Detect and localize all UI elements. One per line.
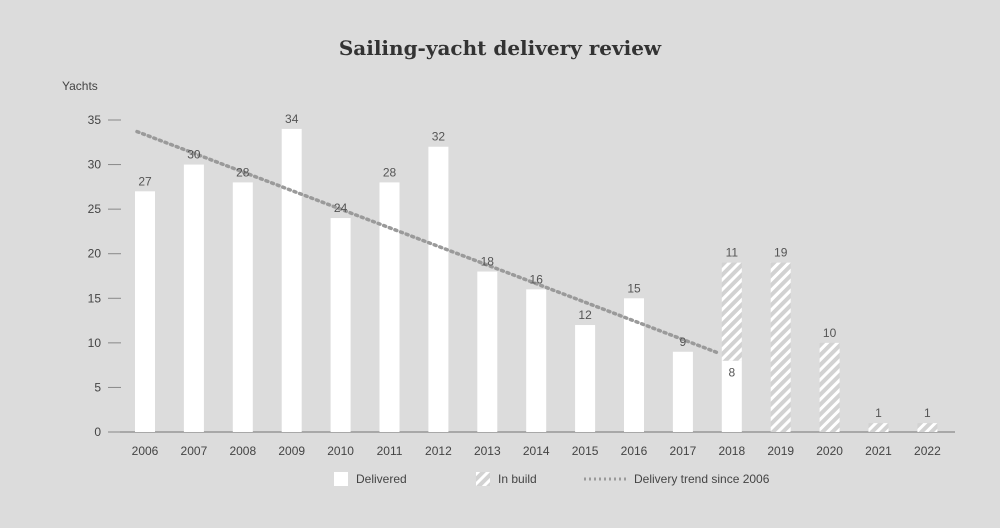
bar-delivered	[575, 325, 596, 432]
data-label-delivered: 15	[627, 281, 641, 295]
bar-in-build	[819, 342, 840, 432]
data-label-delivered: 30	[187, 148, 201, 162]
y-tick-label: 15	[88, 291, 102, 305]
data-label-in-build: 11	[726, 246, 739, 260]
data-label-delivered: 28	[236, 165, 250, 179]
data-label-delivered: 16	[530, 272, 544, 286]
bar-delivered	[379, 182, 400, 432]
data-label-in-build: 19	[774, 246, 788, 260]
bar-in-build	[917, 423, 938, 432]
data-label-delivered: 8	[728, 366, 735, 380]
y-tick-label: 20	[88, 247, 102, 261]
x-tick-label: 2022	[914, 444, 941, 458]
legend-swatch-in-build	[476, 472, 490, 486]
bar-delivered	[281, 128, 302, 432]
bar-delivered	[183, 164, 204, 433]
bar-delivered	[721, 360, 742, 432]
legend-label-trend: Delivery trend since 2006	[634, 472, 770, 486]
x-tick-label: 2009	[278, 444, 305, 458]
x-tick-label: 2021	[865, 444, 892, 458]
data-label-delivered: 9	[680, 335, 687, 349]
data-label-in-build: 1	[875, 406, 882, 420]
bar-delivered	[624, 298, 644, 432]
bar-in-build	[721, 262, 742, 361]
data-label-delivered: 34	[285, 112, 299, 126]
legend: Delivered In build Delivery trend since …	[0, 472, 1000, 492]
legend-label-in-build: In build	[498, 472, 537, 486]
chart-title: Sailing-yacht delivery review	[338, 36, 662, 60]
x-tick-label: 2016	[621, 444, 648, 458]
y-tick-label: 25	[88, 202, 102, 216]
x-tick-label: 2018	[718, 444, 745, 458]
data-label-delivered: 18	[481, 255, 495, 269]
data-label-delivered: 28	[383, 165, 397, 179]
x-tick-label: 2007	[181, 444, 208, 458]
legend-label-delivered: Delivered	[356, 472, 407, 486]
y-tick-label: 35	[88, 113, 102, 127]
bar-delivered	[428, 146, 449, 432]
data-label-delivered: 24	[334, 201, 348, 215]
x-tick-label: 2019	[767, 444, 794, 458]
y-axis-label: Yachts	[62, 79, 98, 93]
legend-swatch-trend	[584, 477, 626, 481]
bar-in-build	[868, 423, 889, 432]
legend-item-in-build: In build	[476, 472, 537, 486]
legend-item-trend: Delivery trend since 2006	[584, 472, 769, 486]
bar-in-build	[770, 262, 791, 432]
x-tick-label: 2014	[523, 444, 550, 458]
x-tick-label: 2015	[572, 444, 599, 458]
trend-line	[135, 129, 722, 356]
x-tick-label: 2006	[132, 444, 159, 458]
bar-delivered	[135, 191, 155, 432]
x-tick-label: 2020	[816, 444, 843, 458]
x-tick-label: 2011	[377, 444, 403, 458]
x-tick-label: 2013	[474, 444, 501, 458]
bar-delivered	[526, 289, 547, 432]
y-tick-label: 5	[94, 380, 101, 394]
data-label-in-build: 10	[823, 326, 837, 340]
y-tick-label: 10	[88, 336, 102, 350]
data-label-delivered: 12	[578, 308, 592, 322]
bar-delivered	[330, 218, 351, 432]
x-tick-label: 2008	[229, 444, 256, 458]
data-label-in-build: 1	[924, 406, 931, 420]
bar-delivered	[672, 351, 693, 432]
legend-swatch-delivered	[334, 472, 348, 486]
data-label-delivered: 32	[432, 130, 446, 144]
x-tick-label: 2017	[670, 444, 697, 458]
data-label-delivered: 27	[138, 174, 152, 188]
x-tick-label: 2012	[425, 444, 452, 458]
x-tick-label: 2010	[327, 444, 354, 458]
y-tick-label: 0	[94, 425, 101, 439]
bar-delivered	[477, 271, 498, 432]
bar-delivered	[232, 182, 253, 432]
y-tick-label: 30	[88, 158, 102, 172]
legend-item-delivered: Delivered	[334, 472, 407, 486]
